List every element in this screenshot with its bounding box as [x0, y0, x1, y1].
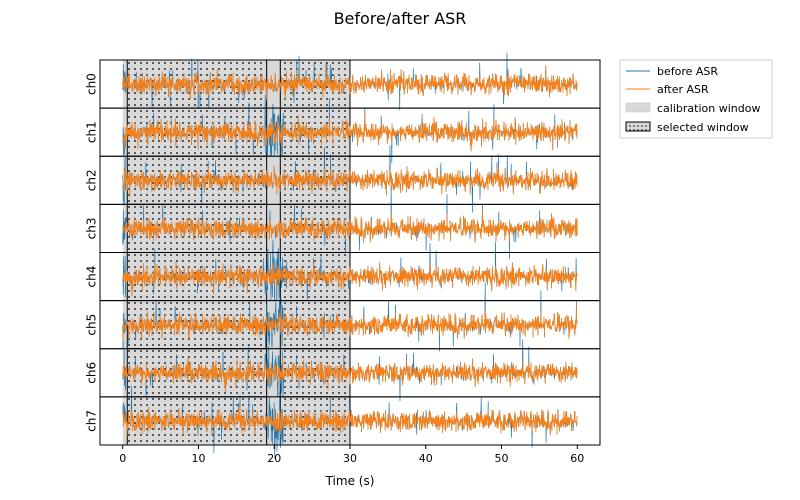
panel-ch5: ch5: [85, 282, 601, 355]
x-tick-label-40: 40: [419, 452, 433, 465]
legend-label-calibration: calibration window: [657, 102, 760, 115]
selected-window-ch1-1: [279, 107, 351, 157]
channel-label-ch3: ch3: [85, 218, 99, 240]
x-tick-label-60: 60: [570, 452, 584, 465]
trace-after-ch6: [122, 357, 578, 393]
legend-swatch-selected: [625, 121, 651, 132]
channel-label-ch6: ch6: [85, 362, 99, 384]
trace-after-ch0: [122, 63, 578, 101]
trace-after-ch3: [122, 209, 578, 243]
panel-ch3: ch3: [85, 186, 601, 260]
legend-label-after: after ASR: [657, 83, 709, 96]
legend-label-selected: selected window: [657, 121, 749, 134]
legend-swatch-calibration: [625, 102, 651, 113]
selected-window-ch0-0: [126, 59, 268, 109]
channel-label-ch1: ch1: [85, 121, 99, 143]
panel-ch7: ch7: [85, 385, 601, 459]
x-axis-label: Time (s): [325, 474, 375, 488]
trace-after-ch4: [122, 261, 578, 296]
channel-label-ch5: ch5: [85, 314, 99, 336]
legend-label-before: before ASR: [657, 65, 718, 78]
x-axis: 0 10 20 30 40 50 60: [119, 445, 584, 465]
panel-ch4: ch4: [85, 239, 601, 305]
x-tick-label-30: 30: [343, 452, 357, 465]
panel-ch1: ch1: [85, 94, 601, 164]
trace-after-ch7: [122, 405, 578, 436]
channel-label-ch0: ch0: [85, 73, 99, 95]
x-tick-label-10: 10: [191, 452, 205, 465]
chart-title: Before/after ASR: [334, 9, 467, 28]
trace-after-ch2: [122, 165, 578, 197]
panel-ch6: ch6: [85, 339, 601, 405]
channel-label-ch7: ch7: [85, 410, 99, 432]
trace-after-ch5: [122, 305, 578, 342]
x-tick-label-50: 50: [495, 452, 509, 465]
channel-label-ch4: ch4: [85, 266, 99, 288]
panel-ch2: ch2: [85, 145, 601, 213]
channel-panels: ch0 ch1 ch2 ch3 ch4 ch5 ch6 ch7: [85, 52, 601, 459]
x-tick-label-20: 20: [267, 452, 281, 465]
panel-ch0: ch0: [85, 52, 601, 121]
channel-label-ch2: ch2: [85, 169, 99, 191]
legend: before ASR after ASR calibration window …: [619, 59, 773, 139]
trace-after-ch1: [122, 113, 578, 152]
legend-frame: [619, 59, 773, 139]
x-tick-label-0: 0: [119, 452, 126, 465]
